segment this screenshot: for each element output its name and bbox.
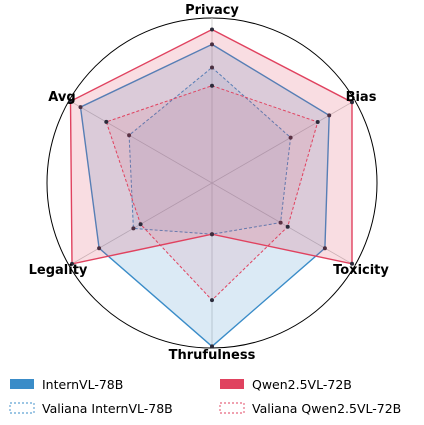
point-valiana-qwen2-5vl-72b-bias	[315, 120, 320, 124]
point-valiana-qwen2-5vl-72b-legality	[138, 222, 143, 227]
radar-series	[68, 27, 354, 349]
axis-label-avg: Avg	[48, 90, 75, 105]
axis-label-toxicity: Toxicity	[333, 263, 389, 278]
point-internvl-78b-privacy	[210, 42, 214, 47]
point-internvl-78b-avg	[78, 105, 83, 110]
axis-labels: Privacy Bias Toxicity Thrufulness Legali…	[29, 3, 390, 363]
series-valiana-qwen2-5vl-72b	[104, 83, 320, 303]
point-valiana-qwen2-5vl-72b-toxicity	[285, 224, 290, 229]
point-valiana-internvl-78b-bias	[288, 135, 293, 140]
series-internvl-78b	[78, 42, 332, 349]
legend-swatch-qwen	[220, 379, 244, 389]
point-qwen2-5vl-72b-privacy	[210, 27, 214, 32]
point-valiana-qwen2-5vl-72b-privacy	[210, 83, 214, 88]
spoke-toxicity	[211, 182, 356, 266]
axis-label-bias: Bias	[346, 90, 377, 105]
point-qwen2-5vl-72b-thrufulness	[210, 232, 214, 237]
legend: InternVL-78B Valiana InternVL-78B Qwen2.…	[9, 377, 401, 416]
point-internvl-78b-legality	[97, 246, 102, 251]
legend-swatch-valiana-qwen	[219, 402, 245, 414]
axis-label-legality: Legality	[29, 263, 88, 278]
point-valiana-qwen2-5vl-72b-avg	[104, 119, 109, 124]
point-qwen2-5vl-72b-bias	[350, 100, 354, 105]
legend-entry-qwen: Qwen2.5VL-72B	[220, 377, 352, 392]
point-valiana-internvl-78b-legality	[131, 226, 136, 231]
point-qwen2-5vl-72b-avg	[68, 99, 73, 104]
legend-swatch-valiana-internvl	[9, 402, 35, 414]
series-qwen2-5vl-72b	[68, 27, 354, 266]
point-valiana-qwen2-5vl-72b-thrufulness	[210, 298, 214, 303]
point-qwen2-5vl-72b-legality	[70, 261, 74, 266]
legend-entry-valiana-qwen: Valiana Qwen2.5VL-72B	[219, 401, 401, 416]
point-qwen2-5vl-72b-toxicity	[350, 261, 354, 266]
point-internvl-78b-thrufulness	[210, 344, 214, 349]
spoke-avg	[68, 100, 213, 184]
point-valiana-internvl-78b-privacy	[210, 65, 214, 70]
point-internvl-78b-toxicity	[322, 246, 327, 251]
legend-swatch-internvl	[10, 379, 34, 389]
point-internvl-78b-bias	[327, 113, 332, 118]
axis-label-thrufulness: Thrufulness	[169, 348, 256, 363]
legend-entry-internvl: InternVL-78B	[10, 377, 123, 392]
legend-label-valiana-internvl: Valiana InternVL-78B	[42, 401, 173, 416]
point-valiana-internvl-78b-avg	[127, 133, 132, 138]
legend-label-qwen: Qwen2.5VL-72B	[252, 377, 352, 392]
legend-label-internvl: InternVL-78B	[42, 377, 123, 392]
legend-entry-valiana-internvl: Valiana InternVL-78B	[9, 401, 173, 416]
point-valiana-internvl-78b-toxicity	[278, 220, 283, 225]
spoke-bias	[211, 100, 356, 184]
legend-label-valiana-qwen: Valiana Qwen2.5VL-72B	[252, 401, 401, 416]
axis-label-privacy: Privacy	[185, 3, 239, 18]
